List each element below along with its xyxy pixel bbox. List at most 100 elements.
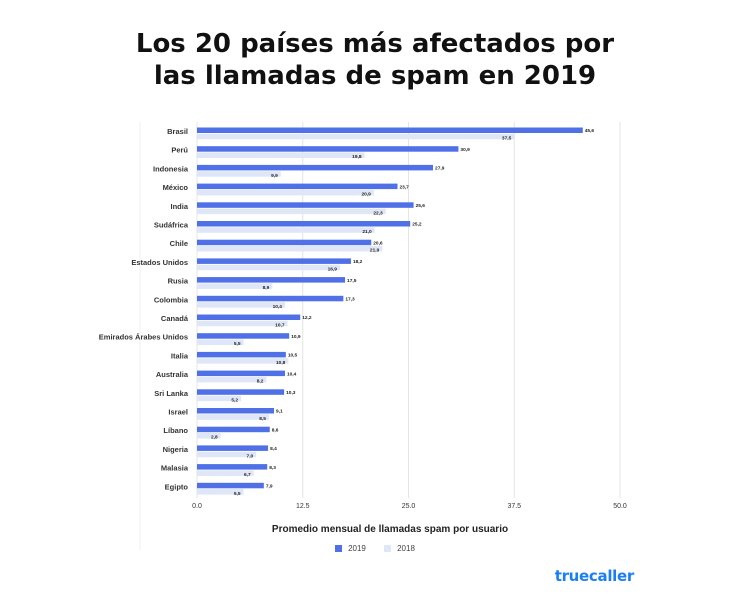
bar-2019-sudafrica [197, 221, 411, 227]
value-label-2018-australia: 8,2 [257, 379, 264, 385]
bar-2018-india [197, 208, 386, 215]
legend-swatch-2019 [335, 545, 343, 552]
bar-2018-indonesia [197, 171, 281, 177]
value-label-2018-colombia: 10,4 [273, 304, 283, 310]
value-label-2019-indonesia: 27,9 [435, 166, 445, 172]
legend-entry-2018[interactable]: 2018 [384, 544, 415, 553]
category-label-indonesia: Indonesia [153, 164, 189, 173]
bar-2018-peru [197, 152, 365, 158]
bar-2019-india [197, 202, 414, 208]
category-label-emirados-arabes-unidos: Emirados Árabes Unidos [99, 333, 188, 342]
category-label-sri-lanka: Sri Lanka [154, 389, 189, 398]
bar-2018-rusia [197, 283, 273, 289]
bar-2018-italia [197, 358, 289, 364]
bar-2019-nigeria [197, 445, 269, 451]
value-label-2018-emirados-arabes-unidos: 5,5 [234, 341, 241, 347]
legend: 2019 2018 [0, 544, 750, 554]
value-label-2018-italia: 10,8 [276, 360, 286, 366]
bar-2018-nigeria [197, 451, 257, 458]
legend-swatch-2018 [384, 545, 392, 552]
bar-2019-mexico [197, 183, 398, 190]
bar-2018-brasil [197, 133, 515, 140]
value-label-2019-estados-unidos: 18,2 [353, 259, 363, 265]
category-label-colombia: Colombia [154, 295, 189, 304]
bar-2018-emirados-arabes-unidos [197, 339, 244, 345]
value-label-2019-libano: 8,6 [272, 427, 279, 433]
chart-title: Los 20 países más afectados por las llam… [135, 29, 615, 91]
category-label-brasil: Brasil [167, 127, 188, 136]
value-label-2019-colombia: 17,3 [345, 297, 355, 303]
category-label-egipto: Egipto [165, 482, 189, 491]
category-label-sudafrica: Sudáfrica [154, 221, 189, 230]
value-label-2018-estados-unidos: 16,9 [328, 266, 338, 272]
bar-2019-italia [197, 351, 286, 358]
value-label-2018-brasil: 37,5 [502, 136, 512, 142]
legend-label-2019: 2019 [348, 544, 366, 553]
bar-2019-australia [197, 370, 285, 377]
x-axis-title: Promedio mensual de llamadas spam por us… [271, 524, 509, 535]
value-label-2019-malasia: 8,3 [269, 465, 276, 471]
bar-2019-estados-unidos [197, 258, 351, 264]
value-label-2019-canada: 12,2 [302, 315, 312, 321]
bar-2019-chile [197, 239, 372, 246]
bar-2019-malasia [197, 464, 268, 470]
category-label-mexico: México [163, 183, 189, 192]
bar-2019-colombia [197, 295, 344, 302]
bar-2019-canada [197, 314, 301, 320]
legend-entry-2019[interactable]: 2019 [335, 544, 366, 553]
category-label-libano: Líbano [163, 426, 188, 435]
value-label-2019-sudafrica: 25,2 [412, 222, 422, 228]
category-label-nigeria: Nigeria [163, 445, 189, 454]
value-label-2019-israel: 9,1 [276, 409, 283, 415]
bar-2018-libano [197, 433, 221, 439]
bar-2019-emirados-arabes-unidos [197, 333, 290, 339]
value-label-2019-peru: 30,9 [460, 147, 470, 153]
value-label-2018-rusia: 8,9 [263, 285, 270, 291]
value-label-2019-brasil: 45,6 [585, 128, 595, 134]
bar-2018-australia [197, 376, 267, 383]
bar-2018-mexico [197, 189, 374, 196]
category-label-malasia: Malasia [161, 464, 189, 473]
value-label-2019-nigeria: 8,4 [270, 446, 277, 452]
category-label-peru: Perú [171, 146, 188, 155]
bar-2018-chile [197, 246, 383, 252]
bar-2019-egipto [197, 482, 264, 489]
value-label-2018-peru: 19,8 [352, 154, 362, 160]
bar-2018-canada [197, 320, 288, 327]
value-label-2018-indonesia: 9,9 [271, 173, 278, 179]
x-tick-label-0: 0.0 [192, 503, 202, 510]
value-label-2019-chile: 20,6 [373, 240, 383, 246]
value-label-2018-sri-lanka: 5,2 [231, 397, 238, 403]
value-label-2019-india: 25,6 [416, 203, 426, 209]
bar-2019-sri-lanka [197, 389, 285, 395]
category-label-israel: Israel [168, 408, 188, 417]
value-label-2018-sudafrica: 21,0 [362, 229, 372, 235]
bar-2018-colombia [197, 302, 285, 308]
category-label-chile: Chile [170, 239, 188, 248]
x-tick-label-2: 25.0 [402, 503, 416, 510]
category-label-italia: Italia [171, 351, 189, 360]
truecaller-logo: truecaller [554, 567, 635, 585]
bar-2018-estados-unidos [197, 264, 340, 271]
category-label-canada: Canadá [161, 314, 189, 323]
bar-2019-israel [197, 408, 274, 414]
category-label-estados-unidos: Estados Unidos [131, 258, 188, 267]
x-tick-label-4: 50.0 [613, 503, 627, 510]
bar-2018-israel [197, 414, 269, 420]
value-label-2018-israel: 8,5 [259, 416, 266, 422]
bar-2019-brasil [197, 127, 583, 133]
value-label-2019-rusia: 17,5 [347, 278, 357, 284]
value-label-2019-emirados-arabes-unidos: 10,9 [291, 334, 301, 340]
category-label-rusia: Rusia [168, 277, 189, 286]
bar-2019-libano [197, 426, 270, 433]
value-label-2018-libano: 2,8 [211, 435, 218, 441]
value-label-2019-australia: 10,4 [287, 371, 297, 377]
value-label-2018-mexico: 20,9 [361, 192, 371, 198]
bar-2018-sri-lanka [197, 395, 241, 402]
bar-2018-egipto [197, 489, 244, 495]
x-tick-label-1: 12.5 [296, 503, 310, 510]
category-label-australia: Australia [156, 370, 189, 379]
bar-2019-peru [197, 146, 459, 152]
value-label-2018-india: 22,3 [373, 210, 383, 216]
